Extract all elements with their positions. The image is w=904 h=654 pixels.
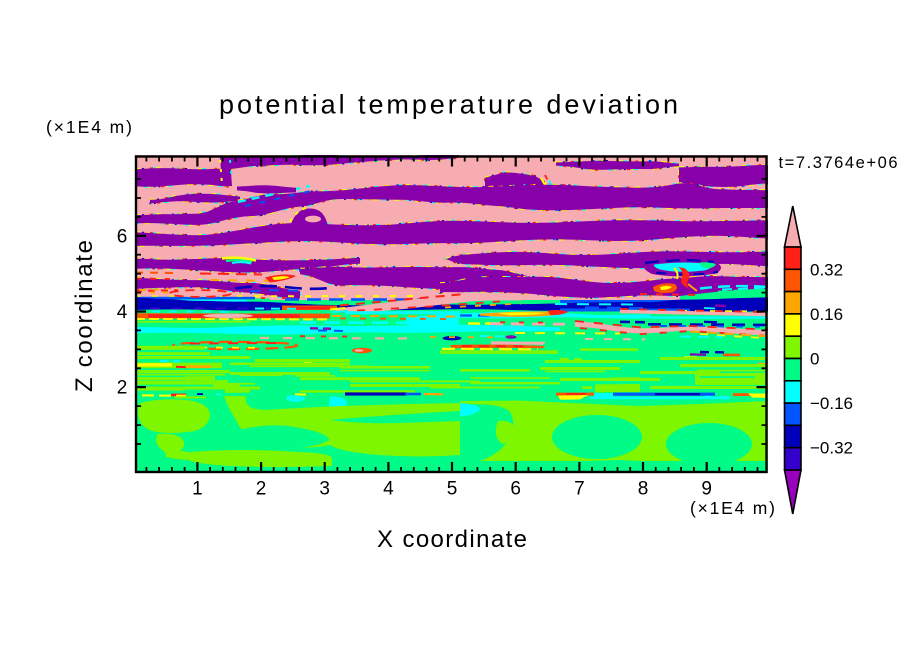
svg-text:−0.16: −0.16 — [810, 394, 853, 413]
svg-text:X coordinate: X coordinate — [377, 526, 527, 553]
svg-text:2: 2 — [117, 378, 128, 399]
svg-text:2: 2 — [256, 479, 267, 500]
svg-text:6: 6 — [510, 479, 521, 500]
svg-text:8: 8 — [638, 479, 649, 500]
svg-text:4: 4 — [117, 302, 128, 323]
svg-text:potential temperature deviatio: potential temperature deviation — [219, 90, 678, 120]
svg-text:0.32: 0.32 — [810, 260, 843, 279]
svg-text:6: 6 — [117, 226, 128, 247]
svg-text:(×1E4 m): (×1E4 m) — [690, 498, 775, 518]
svg-text:t=7.3764e+06: t=7.3764e+06 — [779, 154, 898, 172]
svg-text:9: 9 — [701, 479, 712, 500]
svg-text:3: 3 — [319, 479, 330, 500]
svg-text:1: 1 — [192, 479, 203, 500]
svg-text:(×1E4 m): (×1E4 m) — [46, 117, 132, 137]
svg-text:5: 5 — [447, 479, 458, 500]
svg-text:0.16: 0.16 — [810, 305, 843, 324]
svg-text:0: 0 — [810, 349, 819, 368]
svg-text:Z coordinate: Z coordinate — [71, 240, 98, 392]
svg-text:−0.32: −0.32 — [810, 438, 853, 457]
svg-text:7: 7 — [574, 479, 585, 500]
svg-text:4: 4 — [383, 479, 394, 500]
